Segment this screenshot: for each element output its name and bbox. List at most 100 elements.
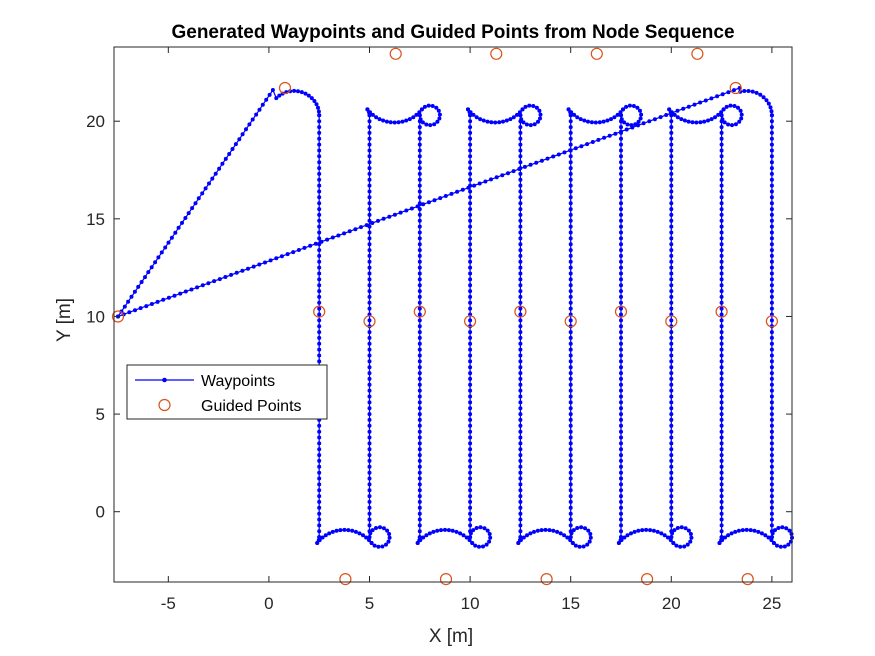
- waypoint-marker: [200, 191, 205, 196]
- waypoint-marker: [468, 177, 473, 182]
- waypoint-marker: [417, 259, 422, 264]
- waypoint-marker: [605, 118, 610, 123]
- waypoint-marker: [149, 265, 154, 270]
- waypoint-marker: [769, 212, 774, 217]
- waypoint-marker: [417, 353, 422, 358]
- waypoint-marker: [719, 476, 724, 481]
- waypoint-marker: [769, 130, 774, 135]
- waypoint-marker: [769, 341, 774, 346]
- waypoint-marker: [417, 271, 422, 276]
- waypoint-marker: [518, 441, 523, 446]
- waypoint-marker: [432, 198, 437, 203]
- waypoint-marker: [468, 476, 473, 481]
- waypoint-marker: [776, 526, 781, 530]
- waypoint-marker: [511, 169, 516, 174]
- waypoint-marker: [417, 125, 422, 130]
- waypoint-marker: [669, 195, 674, 200]
- waypoint-marker: [669, 447, 674, 452]
- waypoint-marker: [485, 528, 490, 533]
- waypoint-marker: [719, 470, 724, 475]
- waypoint-marker: [619, 171, 623, 176]
- waypoint-marker: [468, 113, 473, 118]
- waypoint-marker: [367, 453, 372, 458]
- waypoint-marker: [568, 417, 573, 422]
- waypoint-marker: [504, 118, 509, 123]
- waypoint-marker: [723, 535, 727, 540]
- waypoint-marker: [400, 119, 405, 124]
- waypoint-marker: [619, 365, 623, 370]
- waypoint-marker: [619, 166, 623, 171]
- waypoint-marker: [317, 482, 322, 487]
- waypoint-marker: [518, 511, 523, 516]
- waypoint-marker: [317, 248, 322, 253]
- waypoint-marker: [367, 499, 372, 504]
- waypoint-marker: [523, 104, 528, 109]
- waypoint-marker: [719, 318, 724, 323]
- waypoint-marker: [417, 359, 422, 364]
- waypoint-marker: [744, 527, 749, 532]
- waypoint-marker: [719, 148, 724, 153]
- waypoint-marker: [719, 189, 724, 194]
- waypoint-marker: [719, 494, 724, 499]
- waypoint-marker: [317, 435, 322, 440]
- waypoint-marker: [336, 233, 341, 238]
- waypoint-marker: [568, 388, 573, 393]
- waypoint-marker: [380, 544, 385, 549]
- waypoint-marker: [726, 90, 731, 95]
- waypoint-marker: [435, 528, 440, 533]
- waypoint-marker: [367, 294, 372, 299]
- waypoint-marker: [619, 494, 623, 499]
- waypoint-marker: [144, 304, 149, 309]
- waypoint-marker: [417, 330, 422, 335]
- waypoint-marker: [417, 429, 422, 434]
- waypoint-marker: [417, 154, 422, 159]
- waypoint-marker: [468, 142, 473, 147]
- waypoint-marker: [568, 371, 573, 376]
- waypoint-marker: [317, 113, 322, 118]
- y-tick-label: 20: [86, 112, 105, 131]
- waypoint-marker: [367, 423, 372, 428]
- waypoint-marker: [568, 412, 573, 417]
- waypoint-marker: [631, 104, 636, 108]
- waypoint-marker: [392, 120, 397, 125]
- waypoint-marker: [672, 112, 677, 117]
- waypoint-marker: [769, 160, 774, 165]
- waypoint-marker: [568, 189, 573, 194]
- waypoint-marker: [346, 528, 351, 533]
- waypoint-marker: [621, 107, 625, 112]
- waypoint-marker: [173, 230, 178, 235]
- waypoint-marker: [468, 435, 473, 440]
- waypoint-marker: [761, 95, 766, 100]
- waypoint-marker: [571, 528, 576, 533]
- waypoint-marker: [468, 253, 473, 258]
- waypoint-marker: [374, 526, 378, 530]
- waypoint-marker: [428, 123, 433, 128]
- waypoint-marker: [752, 528, 757, 533]
- waypoint-marker: [754, 90, 759, 95]
- waypoint-marker: [367, 353, 372, 358]
- waypoint-marker: [468, 265, 473, 270]
- waypoint-marker: [317, 195, 322, 200]
- waypoint-marker: [417, 324, 422, 329]
- waypoint-marker: [291, 250, 296, 255]
- waypoint-marker: [468, 330, 473, 335]
- waypoint-marker: [719, 324, 724, 329]
- waypoint-marker: [769, 535, 774, 540]
- waypoint-marker: [686, 528, 691, 533]
- waypoint-marker: [568, 265, 573, 270]
- waypoint-marker: [518, 400, 523, 405]
- waypoint-marker: [468, 218, 473, 223]
- waypoint-marker: [367, 394, 372, 399]
- waypoint-marker: [721, 107, 726, 112]
- waypoint-marker: [223, 275, 228, 279]
- waypoint-marker: [719, 400, 724, 405]
- waypoint-marker: [568, 242, 573, 247]
- waypoint-marker: [520, 107, 525, 112]
- guided-point-marker: [389, 47, 402, 60]
- waypoint-marker: [464, 535, 469, 540]
- waypoint-marker: [210, 176, 215, 181]
- waypoint-marker: [417, 230, 422, 235]
- waypoint-marker: [769, 142, 774, 147]
- waypoint-marker: [481, 118, 486, 123]
- waypoint-marker: [719, 224, 724, 229]
